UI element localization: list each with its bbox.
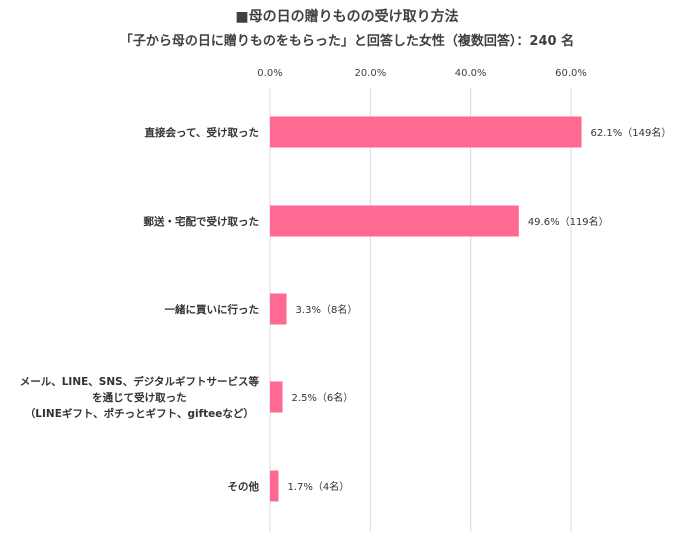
category-label: 郵送・宅配で受け取った (144, 215, 260, 228)
chart-subtitle: 「子から母の日に贈りものをもらった」と回答した女性（複数回答）：240 名 (119, 34, 575, 49)
data-label: 62.1%（149名） (591, 126, 672, 139)
data-label: 2.5%（6名） (292, 391, 354, 404)
category-label: メール、LINE、SNS、デジタルギフトサービス等 (20, 375, 260, 388)
bar (270, 116, 582, 148)
x-tick-label: 0.0% (257, 68, 282, 79)
x-tick-label: 60.0% (555, 68, 587, 79)
chart-title: ■母の日の贈りものの受け取り方法 (235, 9, 459, 25)
x-tick-label: 40.0% (455, 68, 487, 79)
data-label: 49.6%（119名） (528, 215, 609, 228)
category-label: （LINEギフト、ポチっとギフト、gifteeなど） (25, 407, 254, 420)
bar (270, 470, 279, 502)
bar (270, 381, 283, 413)
data-label: 1.7%（4名） (288, 480, 350, 493)
category-label: 一緒に買いに行った (165, 303, 260, 316)
category-label: を通じて受け取った (92, 391, 187, 404)
x-tick-label: 20.0% (354, 68, 386, 79)
bar (270, 293, 287, 325)
bar (270, 205, 519, 237)
category-label: 直接会って、受け取った (145, 126, 259, 139)
category-label: その他 (228, 480, 260, 493)
data-label: 3.3%（8名） (296, 303, 358, 316)
